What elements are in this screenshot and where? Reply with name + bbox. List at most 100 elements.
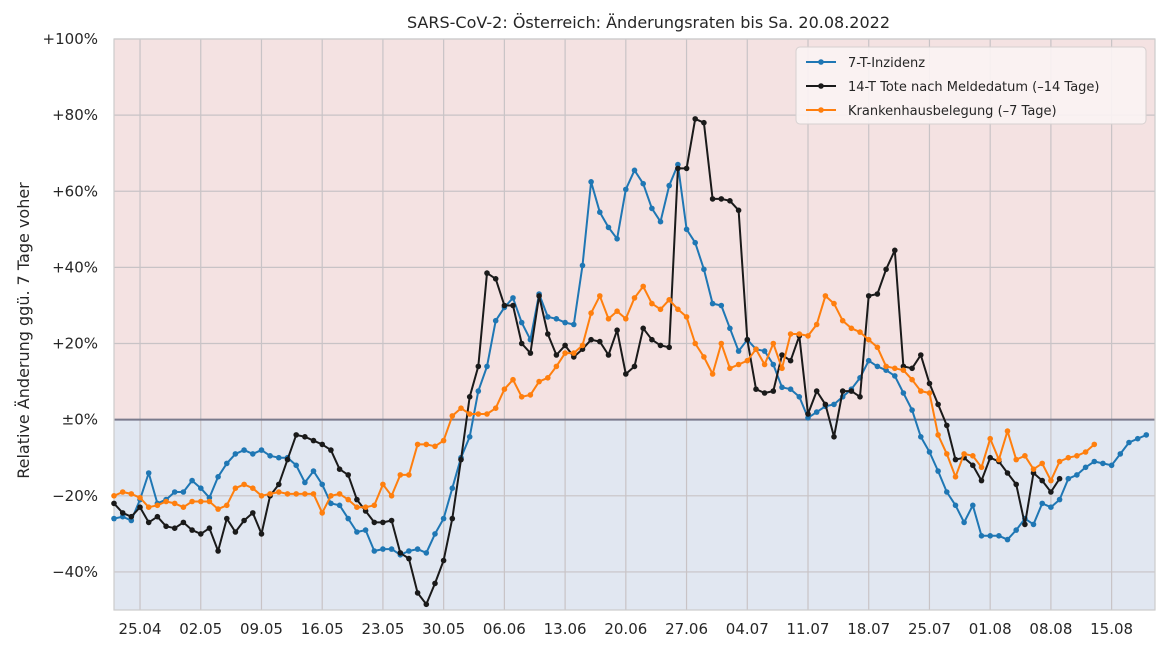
- data-point: [250, 485, 256, 492]
- data-point: [189, 527, 195, 533]
- data-point: [892, 373, 898, 379]
- data-point: [406, 555, 412, 562]
- data-point: [718, 340, 725, 347]
- data-point: [354, 496, 360, 503]
- data-point: [432, 443, 438, 450]
- data-point: [189, 477, 195, 484]
- data-point: [675, 165, 681, 172]
- data-point: [935, 401, 941, 408]
- data-point: [302, 491, 308, 497]
- data-point: [1048, 489, 1054, 495]
- data-point: [137, 504, 143, 511]
- data-point: [883, 363, 889, 370]
- data-point: [536, 293, 542, 299]
- data-point: [145, 470, 152, 476]
- data-point: [787, 331, 794, 337]
- data-point: [571, 321, 577, 328]
- data-point: [354, 529, 360, 535]
- y-axis-ticks: −40% −20% ±0% +20% +40% +60% +80% +100%: [43, 30, 98, 581]
- data-point: [215, 506, 221, 512]
- data-point: [605, 224, 612, 231]
- data-point: [232, 485, 239, 492]
- data-point: [250, 510, 256, 516]
- data-point: [241, 517, 247, 524]
- data-point: [302, 479, 308, 486]
- data-point: [475, 411, 482, 417]
- data-point: [536, 378, 542, 385]
- data-point: [310, 437, 317, 444]
- data-point: [423, 601, 430, 608]
- data-point: [1030, 521, 1037, 528]
- data-point: [241, 481, 247, 488]
- data-point: [128, 491, 135, 497]
- data-point: [753, 386, 759, 393]
- data-point: [761, 361, 768, 368]
- data-point: [1091, 458, 1098, 465]
- data-point: [571, 350, 577, 356]
- data-point: [918, 434, 924, 440]
- data-point: [683, 314, 690, 320]
- data-point: [1048, 504, 1054, 511]
- data-point: [944, 489, 950, 495]
- data-point: [458, 456, 464, 463]
- data-point: [787, 386, 794, 393]
- data-point: [813, 409, 820, 415]
- data-point: [224, 460, 230, 467]
- data-point: [111, 515, 117, 522]
- data-point: [813, 321, 820, 328]
- data-point: [206, 498, 213, 505]
- data-point: [510, 376, 516, 383]
- data-point: [735, 207, 742, 214]
- data-point: [735, 361, 742, 368]
- legend-marker: [818, 59, 824, 65]
- data-point: [137, 494, 143, 501]
- data-point: [111, 493, 117, 499]
- data-point: [831, 401, 837, 408]
- negative-region: [114, 419, 1155, 610]
- data-point: [605, 316, 612, 322]
- data-point: [215, 474, 221, 480]
- data-point: [909, 376, 915, 383]
- data-point: [354, 504, 360, 511]
- y-tick-label: +80%: [52, 106, 98, 124]
- data-point: [475, 363, 482, 370]
- data-point: [232, 451, 239, 457]
- y-tick-label: +20%: [52, 335, 98, 353]
- data-point: [623, 371, 629, 377]
- data-point: [553, 352, 560, 358]
- data-point: [952, 502, 959, 509]
- data-point: [918, 352, 924, 358]
- data-point: [345, 472, 352, 478]
- data-point: [380, 481, 386, 488]
- data-point: [761, 348, 768, 354]
- legend-marker: [818, 83, 824, 89]
- data-point: [701, 354, 707, 360]
- data-point: [510, 295, 516, 301]
- x-tick-label: 15.08: [1090, 620, 1133, 638]
- data-point: [328, 493, 334, 499]
- y-axis-label: Relative Änderung ggü. 7 Tage voher: [14, 182, 33, 479]
- data-point: [171, 500, 178, 507]
- data-point: [666, 344, 672, 351]
- data-point: [865, 357, 872, 364]
- data-point: [649, 336, 655, 343]
- data-point: [388, 517, 395, 524]
- data-point: [518, 394, 525, 400]
- data-point: [371, 548, 378, 554]
- data-point: [996, 456, 1002, 463]
- data-point: [449, 413, 456, 419]
- legend-label: Krankenhausbelegung (–7 Tage): [848, 104, 1057, 119]
- data-point: [458, 405, 464, 412]
- data-point: [657, 306, 664, 313]
- data-point: [1117, 451, 1124, 457]
- data-point: [362, 504, 369, 511]
- data-point: [718, 302, 725, 309]
- data-point: [276, 481, 282, 488]
- data-point: [987, 435, 993, 442]
- data-point: [1056, 475, 1063, 482]
- data-point: [857, 329, 863, 335]
- data-point: [336, 502, 343, 509]
- data-point: [527, 392, 534, 398]
- data-point: [224, 502, 230, 509]
